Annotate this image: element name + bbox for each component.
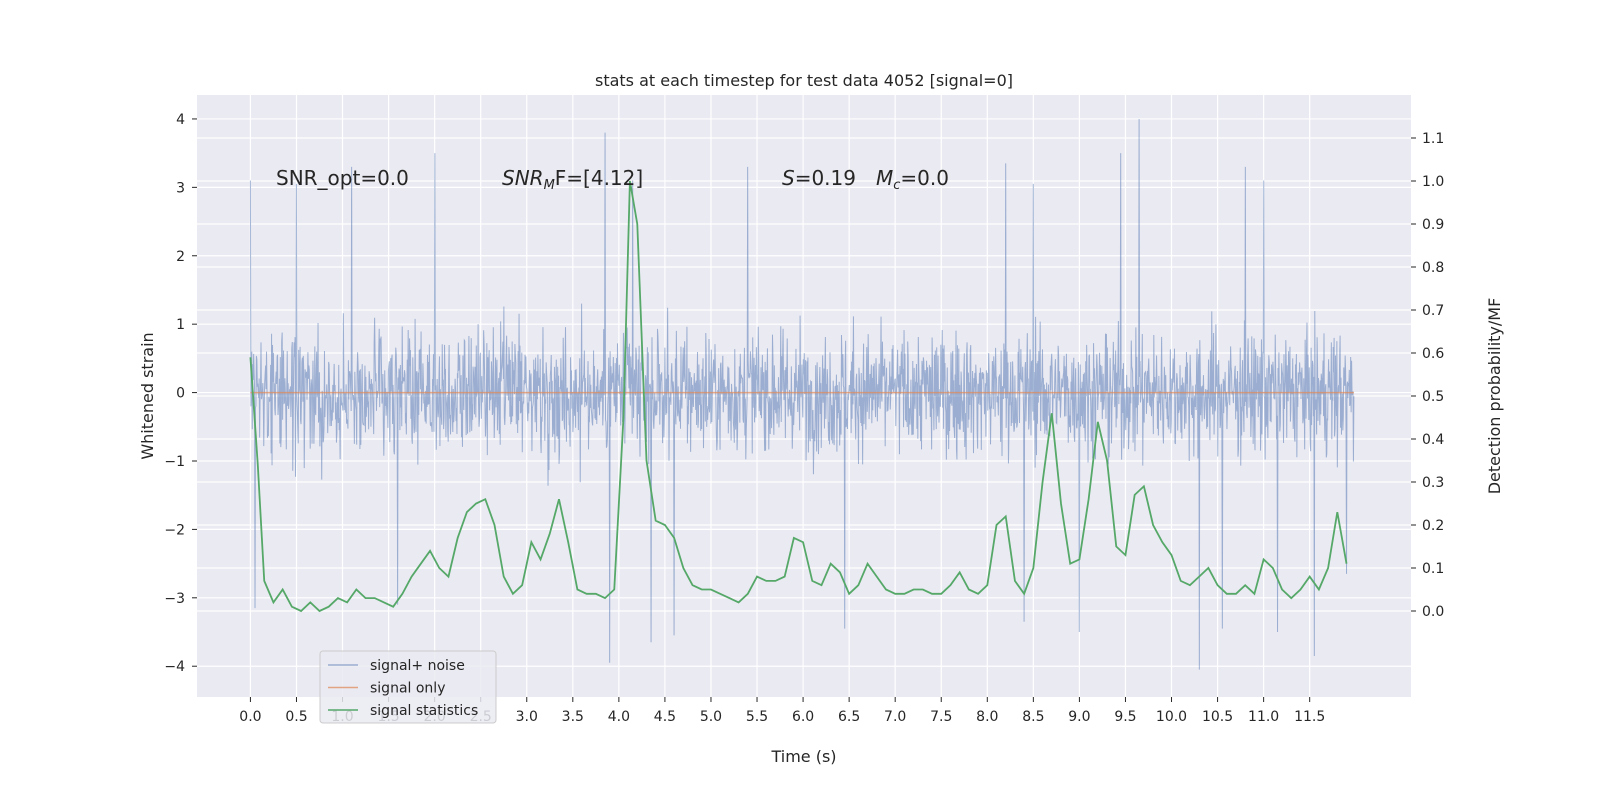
y-right-tick-label: 0.9 [1422, 217, 1444, 233]
y-right-tick-label: 0.4 [1422, 432, 1444, 448]
annotation-text: SNRMF=[4.12] [502, 166, 643, 193]
signal-statistics-line [249, 180, 1348, 613]
x-tick-label: 10.0 [1156, 709, 1187, 725]
y-left-axis-label: Whitened strain [138, 332, 157, 459]
x-tick-label: 5.0 [700, 709, 722, 725]
x-tick-label: 7.5 [930, 709, 952, 725]
y-right-tick-label: 0.7 [1422, 303, 1444, 319]
y-right-tick-label: 0.8 [1422, 260, 1444, 276]
legend-box [319, 650, 497, 724]
annotation-part: S [782, 166, 795, 190]
x-tick-label: 11.5 [1294, 709, 1325, 725]
annotation-part: F=[4.12] [555, 166, 643, 190]
y-left-axis-ticks: 4 3 2 1 0 −1 −2 −3 −4 [164, 112, 197, 675]
legend: signal+ noise signal only signal statistic… [319, 650, 497, 724]
annotation-part: SNR [502, 166, 544, 190]
annotation-part: c [893, 178, 900, 193]
y-right-axis-ticks: 1.1 1.0 0.9 0.8 0.7 0.6 0.5 0.4 0.3 0.2 0.1 0.0 [1411, 131, 1444, 620]
x-tick-label: 0.5 [285, 709, 307, 725]
x-tick-label: 11.0 [1248, 709, 1279, 725]
y-right-tick-label: 1.0 [1422, 174, 1444, 190]
y-left-tick-label: −2 [164, 522, 185, 538]
y-right-tick-label: 0.3 [1422, 475, 1444, 491]
series-signal-statistics [249, 180, 1348, 613]
y-left-tick-label: 0 [176, 386, 185, 402]
y-left-tick-label: 4 [176, 112, 185, 128]
annotation-part: =0.0 [900, 166, 949, 190]
y-right-tick-label: 1.1 [1422, 131, 1444, 147]
x-tick-label: 8.0 [976, 709, 998, 725]
annotation-part: M [876, 166, 893, 190]
x-tick-label: 5.5 [746, 709, 768, 725]
y-right-tick-label: 0.5 [1422, 389, 1444, 405]
legend-label: signal+ noise [370, 658, 465, 674]
x-tick-label: 9.5 [1114, 709, 1136, 725]
annotation-part: SNR_opt=0.0 [276, 166, 409, 190]
annotations: SNR_opt=0.0 SNRMF=[4.12] S=0.19 Mc=0.0 [276, 166, 949, 193]
y-right-axis-label: Detection probability/MF [1485, 298, 1504, 495]
y-left-tick-label: −4 [164, 659, 185, 675]
x-tick-label: 4.0 [608, 709, 630, 725]
y-right-tick-label: 0.0 [1422, 604, 1444, 620]
x-tick-label: 0.0 [239, 709, 261, 725]
x-tick-label: 8.5 [1022, 709, 1044, 725]
legend-label: signal statistics [370, 703, 478, 719]
x-tick-label: 6.5 [838, 709, 860, 725]
x-tick-label: 9.0 [1068, 709, 1090, 725]
y-left-tick-label: −1 [164, 454, 185, 470]
annotation-text: Mc=0.0 [876, 166, 949, 193]
annotation-text: SNR_opt=0.0 [276, 166, 409, 190]
x-tick-label: 10.5 [1202, 709, 1233, 725]
y-left-tick-label: −3 [164, 591, 185, 607]
x-tick-label: 4.5 [654, 709, 676, 725]
x-tick-label: 6.0 [792, 709, 814, 725]
y-left-tick-label: 1 [176, 317, 185, 333]
legend-label: signal only [370, 681, 445, 697]
x-tick-label: 3.5 [562, 709, 584, 725]
annotation-part: M [544, 178, 555, 193]
x-tick-label: 3.0 [516, 709, 538, 725]
y-left-tick-label: 2 [176, 249, 185, 265]
x-tick-label: 7.0 [884, 709, 906, 725]
annotation-text: S=0.19 [782, 166, 856, 190]
y-right-tick-label: 0.2 [1422, 518, 1444, 534]
y-left-tick-label: 3 [176, 180, 185, 196]
chart-title: stats at each timestep for test data 405… [595, 71, 1013, 90]
y-right-tick-label: 0.6 [1422, 346, 1444, 362]
annotation-part: =0.19 [795, 166, 856, 190]
x-axis-label: Time (s) [770, 747, 836, 766]
y-right-tick-label: 0.1 [1422, 561, 1444, 577]
